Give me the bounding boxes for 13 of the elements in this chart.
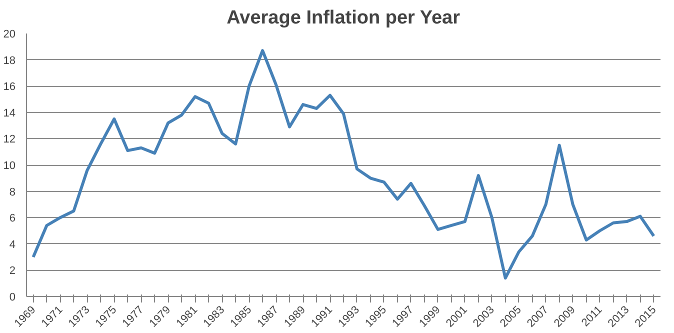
y-tick-label: 12: [3, 134, 16, 146]
y-tick-label: 14: [3, 107, 16, 120]
y-tick-label: 6: [9, 212, 16, 225]
line-series: [32, 49, 656, 280]
y-tick-label: 8: [9, 186, 16, 198]
y-tick-label: 0: [9, 292, 16, 304]
y-tick-label: 20: [3, 28, 16, 40]
y-tick-label: 16: [3, 81, 16, 94]
y-tick-label: 4: [9, 238, 16, 251]
y-tick-label: 18: [3, 54, 16, 67]
y-tick-label: 2: [9, 265, 16, 278]
y-tick-label: 10: [3, 160, 16, 172]
chart-title: Average Inflation per Year: [226, 8, 461, 28]
